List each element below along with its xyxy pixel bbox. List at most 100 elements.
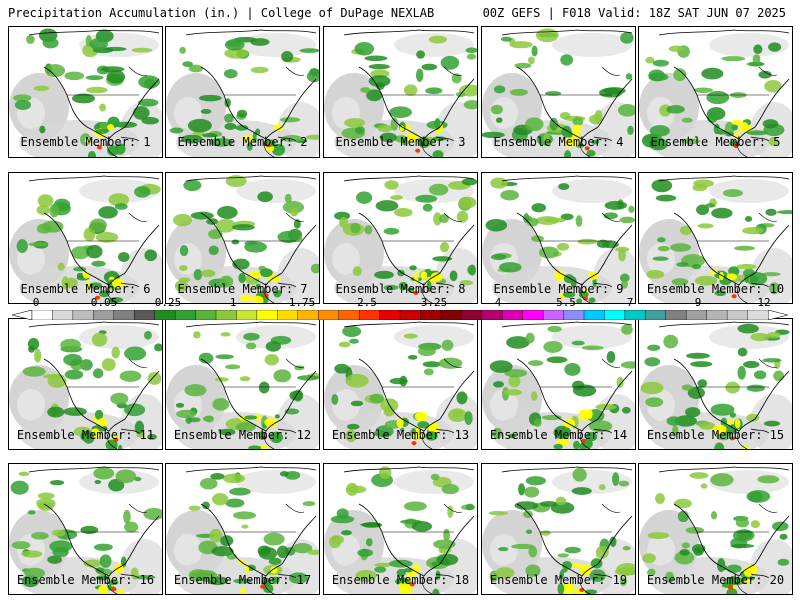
precipitation-map bbox=[9, 175, 162, 303]
ensemble-member-label: Ensemble Member: 18 bbox=[331, 573, 470, 587]
ensemble-member-label: Ensemble Member: 8 bbox=[335, 282, 466, 296]
precipitation-map bbox=[324, 466, 477, 594]
colorbar-swatch bbox=[481, 310, 503, 320]
ensemble-member-label: Ensemble Member: 19 bbox=[489, 573, 628, 587]
chart-title: Precipitation Accumulation (in.) | Colle… bbox=[8, 6, 435, 20]
colorbar-extend-arrow bbox=[767, 310, 788, 320]
colorbar-swatch bbox=[236, 310, 258, 320]
precipitation-map bbox=[324, 175, 477, 303]
ensemble-map-panel bbox=[323, 172, 478, 304]
ensemble-map-panel bbox=[638, 463, 793, 595]
colorbar-swatch bbox=[154, 310, 176, 320]
colorbar-tick-label: 1.75 bbox=[288, 296, 316, 309]
colorbar-swatch bbox=[522, 310, 544, 320]
ensemble-member-label: Ensemble Member: 7 bbox=[177, 282, 308, 296]
colorbar-swatch bbox=[583, 310, 605, 320]
ensemble-member-label: Ensemble Member: 11 bbox=[16, 428, 155, 442]
colorbar-swatch bbox=[686, 310, 708, 320]
ensemble-member-label: Ensemble Member: 14 bbox=[489, 428, 628, 442]
colorbar-swatch bbox=[174, 310, 196, 320]
colorbar-swatch bbox=[134, 310, 156, 320]
precipitation-map bbox=[639, 29, 792, 157]
ensemble-map-panel bbox=[165, 172, 320, 304]
colorbar-swatch bbox=[277, 310, 299, 320]
ensemble-map-panel bbox=[165, 26, 320, 158]
colorbar-tick-label: 5.5 bbox=[556, 296, 576, 309]
ensemble-member-label: Ensemble Member: 5 bbox=[650, 135, 781, 149]
colorbar-swatch bbox=[31, 310, 53, 320]
precipitation-map bbox=[639, 175, 792, 303]
colorbar-swatch bbox=[256, 310, 278, 320]
colorbar-swatch bbox=[645, 310, 667, 320]
ensemble-member-label: Ensemble Member: 15 bbox=[646, 428, 785, 442]
precipitation-map bbox=[639, 321, 792, 449]
precipitation-colorbar bbox=[12, 310, 788, 320]
colorbar-swatch bbox=[113, 310, 135, 320]
ensemble-map-panel bbox=[165, 318, 320, 450]
colorbar-swatch bbox=[338, 310, 360, 320]
precipitation-map bbox=[482, 28, 635, 157]
colorbar-swatch bbox=[399, 310, 421, 320]
ensemble-map-panel bbox=[8, 26, 163, 158]
colorbar-swatch bbox=[215, 310, 237, 320]
colorbar-tick-label: 2.5 bbox=[357, 296, 377, 309]
colorbar-swatch bbox=[358, 310, 380, 320]
ensemble-member-label: Ensemble Member: 6 bbox=[20, 282, 151, 296]
precipitation-map bbox=[9, 321, 162, 449]
colorbar-swatch bbox=[706, 310, 728, 320]
colorbar-swatch bbox=[93, 310, 115, 320]
precipitation-map bbox=[166, 466, 319, 594]
run-valid-time: 00Z GEFS | F018 Valid: 18Z SAT JUN 07 20… bbox=[482, 6, 786, 20]
colorbar-tick-label: 3.25 bbox=[420, 296, 448, 309]
ensemble-map-panel bbox=[638, 172, 793, 304]
ensemble-member-label: Ensemble Member: 13 bbox=[331, 428, 470, 442]
precipitation-map bbox=[482, 466, 635, 594]
colorbar-tick-label: 9 bbox=[694, 296, 702, 309]
colorbar-swatch bbox=[297, 310, 319, 320]
colorbar-tick-label: 0.25 bbox=[154, 296, 182, 309]
ensemble-map-panel bbox=[638, 26, 793, 158]
colorbar-tick-labels: 0 0.05 0.25 1 1.75 2.5 3.25 4 5.5 7 9 12 bbox=[0, 296, 800, 310]
colorbar-extend-arrow bbox=[12, 310, 33, 320]
ensemble-member-label: Ensemble Member: 10 bbox=[646, 282, 785, 296]
colorbar-swatch bbox=[604, 310, 626, 320]
ensemble-member-label: Ensemble Member: 12 bbox=[173, 428, 312, 442]
precipitation-map bbox=[166, 321, 319, 449]
colorbar-swatch bbox=[624, 310, 646, 320]
colorbar-swatch bbox=[563, 310, 585, 320]
ensemble-member-label: Ensemble Member: 3 bbox=[335, 135, 466, 149]
colorbar-tick-label: 1 bbox=[229, 296, 237, 309]
ensemble-map-panel bbox=[165, 463, 320, 595]
colorbar-swatch bbox=[440, 310, 462, 320]
precipitation-map bbox=[9, 28, 162, 157]
ensemble-member-label: Ensemble Member: 4 bbox=[493, 135, 624, 149]
colorbar-tick-label: 0 bbox=[32, 296, 40, 309]
ensemble-map-panel bbox=[481, 26, 636, 158]
ensemble-map-panel bbox=[8, 463, 163, 595]
colorbar-swatch bbox=[665, 310, 687, 320]
ensemble-member-label: Ensemble Member: 16 bbox=[16, 573, 155, 587]
colorbar-swatch bbox=[747, 310, 769, 320]
ensemble-map-panel bbox=[481, 463, 636, 595]
colorbar-swatch bbox=[72, 310, 94, 320]
colorbar-swatch bbox=[195, 310, 217, 320]
precipitation-map bbox=[482, 321, 635, 449]
colorbar-swatch bbox=[542, 310, 564, 320]
precipitation-map bbox=[166, 175, 319, 303]
ensemble-map-panel bbox=[8, 172, 163, 304]
colorbar-swatch bbox=[726, 310, 748, 320]
colorbar-swatch bbox=[52, 310, 74, 320]
colorbar-tick-label: 4 bbox=[494, 296, 502, 309]
colorbar-tick-label: 0.05 bbox=[90, 296, 118, 309]
colorbar-swatch bbox=[502, 310, 524, 320]
ensemble-member-label: Ensemble Member: 1 bbox=[20, 135, 151, 149]
ensemble-map-panel bbox=[323, 463, 478, 595]
ensemble-member-label: Ensemble Member: 2 bbox=[177, 135, 308, 149]
precipitation-map bbox=[482, 175, 635, 303]
colorbar-swatch bbox=[318, 310, 340, 320]
precipitation-map bbox=[9, 466, 162, 594]
ensemble-member-label: Ensemble Member: 20 bbox=[646, 573, 785, 587]
ensemble-member-label: Ensemble Member: 17 bbox=[173, 573, 312, 587]
ensemble-map-panel bbox=[481, 318, 636, 450]
